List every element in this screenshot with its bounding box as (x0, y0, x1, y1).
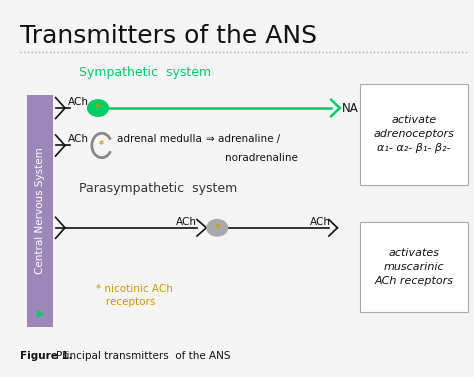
Text: ACh: ACh (310, 217, 331, 227)
Text: Central Nervous System: Central Nervous System (35, 147, 45, 274)
Text: Transmitters of the ANS: Transmitters of the ANS (20, 24, 317, 48)
Text: *: * (95, 103, 101, 113)
FancyBboxPatch shape (359, 222, 468, 312)
Text: Parasympathetic  system: Parasympathetic system (79, 182, 237, 195)
Text: ⇒ adrenaline /: ⇒ adrenaline / (206, 134, 281, 144)
Text: activate
adrenoceptors
α₁- α₂- β₁- β₂-: activate adrenoceptors α₁- α₂- β₁- β₂- (373, 115, 454, 153)
Text: Figure 1.: Figure 1. (20, 351, 77, 361)
FancyBboxPatch shape (27, 95, 53, 327)
Text: *: * (214, 223, 220, 233)
Text: ACh: ACh (68, 134, 89, 144)
Circle shape (207, 219, 228, 236)
Text: Principal transmitters  of the ANS: Principal transmitters of the ANS (55, 351, 230, 361)
Text: NA: NA (342, 101, 358, 115)
Text: *: * (99, 141, 104, 150)
FancyBboxPatch shape (359, 84, 468, 185)
Text: ACh: ACh (68, 97, 89, 107)
Polygon shape (36, 310, 45, 317)
Text: Sympathetic  system: Sympathetic system (79, 66, 211, 79)
Text: adrenal medulla: adrenal medulla (117, 134, 202, 144)
Text: activates
muscarinic
ACh receptors: activates muscarinic ACh receptors (374, 248, 453, 286)
Circle shape (88, 100, 109, 116)
Text: noradrenaline: noradrenaline (225, 153, 298, 163)
Text: ACh: ACh (176, 217, 197, 227)
Text: * nicotinic ACh
   receptors: * nicotinic ACh receptors (96, 284, 173, 307)
